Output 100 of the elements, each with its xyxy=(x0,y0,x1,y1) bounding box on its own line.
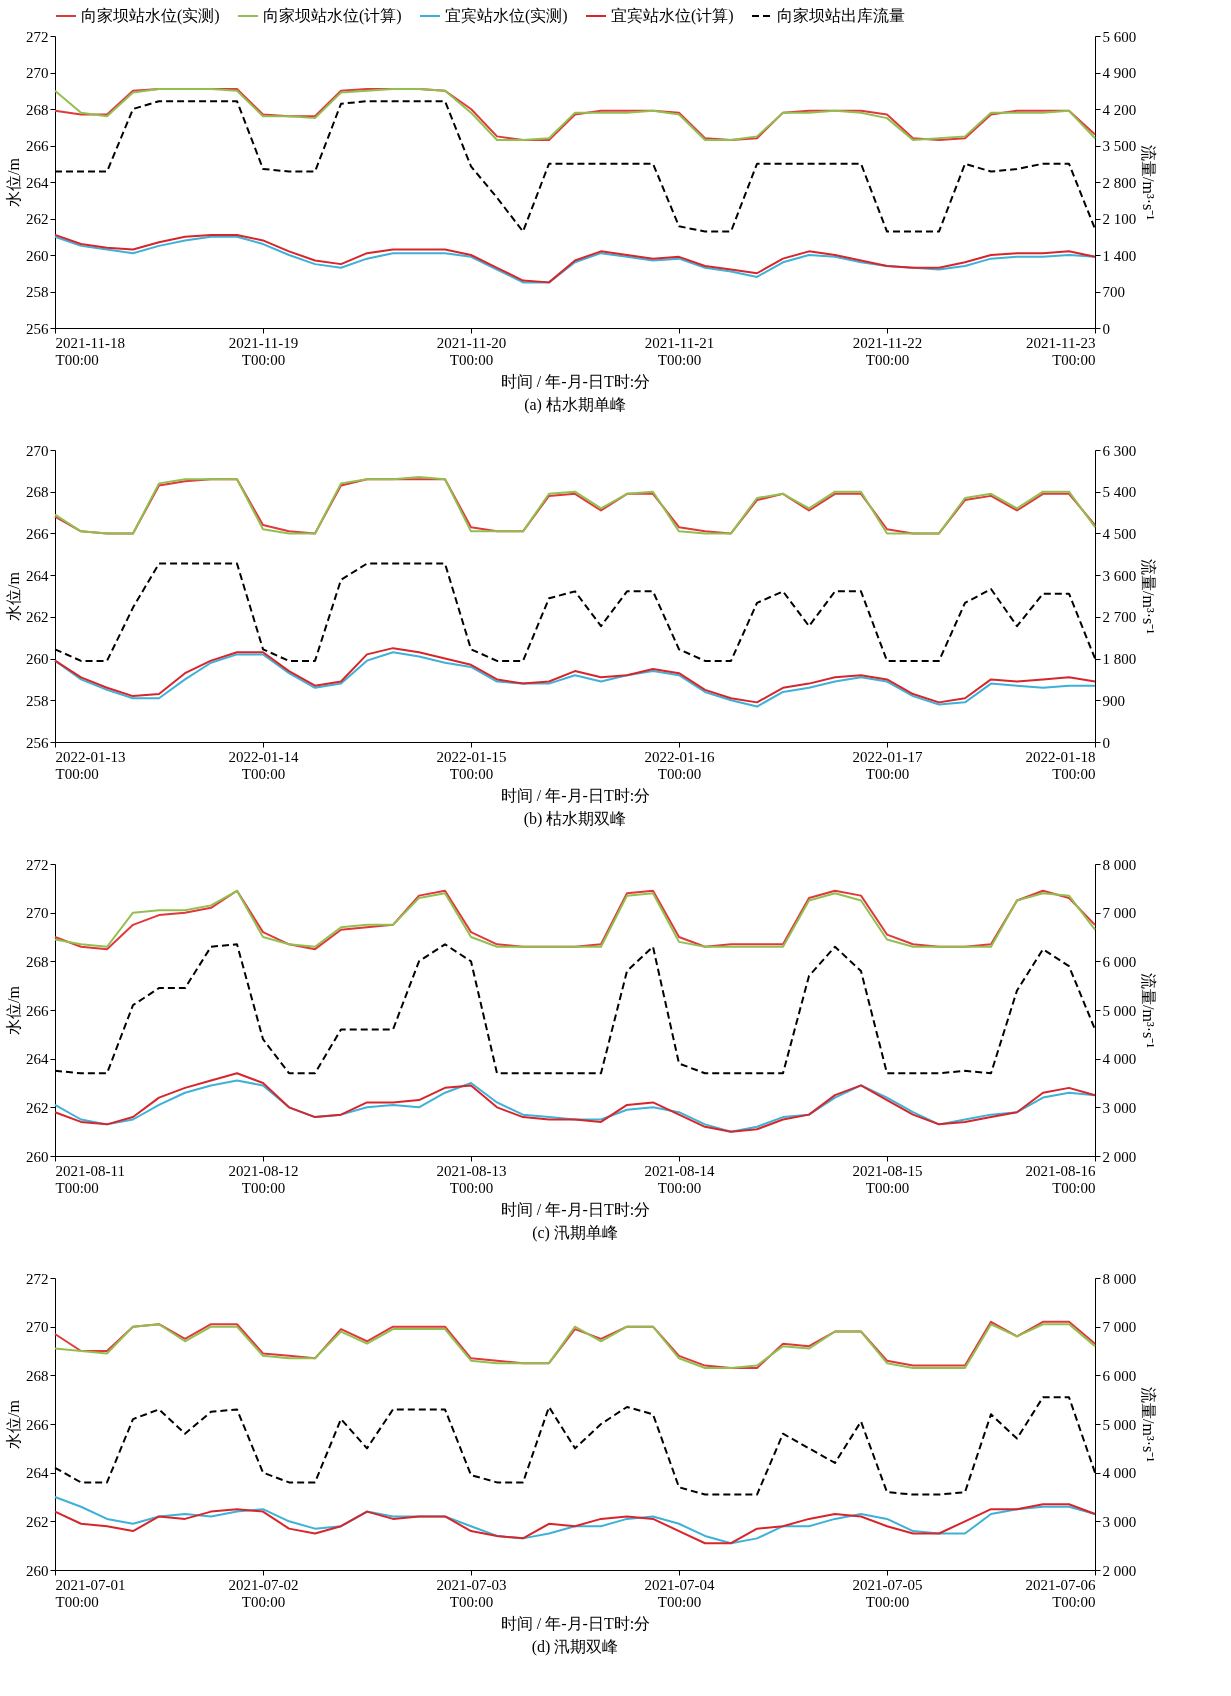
x-tick-label: 2021-11-18 T00:00 xyxy=(55,334,125,368)
y2-tick-label: 4 000 xyxy=(1102,1051,1137,1068)
y2-tick-label: 8 000 xyxy=(1102,1270,1137,1287)
y2-tick-label: 2 100 xyxy=(1102,211,1137,227)
y-tick-label: 264 xyxy=(26,567,49,584)
y2-tick-label: 3 600 xyxy=(1102,567,1137,584)
y2-tick-label: 0 xyxy=(1102,320,1110,337)
y2-tick-label: 5 000 xyxy=(1102,1416,1137,1433)
y2-tick-label: 3 500 xyxy=(1102,138,1137,154)
y-tick-label: 272 xyxy=(26,1270,49,1287)
x-tick-label: 2021-11-19 T00:00 xyxy=(228,334,299,368)
y2-axis-title: 流量/m³·s⁻¹ xyxy=(1140,144,1158,221)
y2-tick-label: 7 000 xyxy=(1102,1319,1137,1336)
legend-label: 宜宾站水位(计算) xyxy=(611,7,734,25)
x-tick-label: 2022-01-15 T00:00 xyxy=(436,748,507,782)
y2-tick-label: 4 200 xyxy=(1102,101,1137,118)
y-tick-label: 270 xyxy=(26,1319,49,1336)
y-tick-label: 268 xyxy=(26,1367,49,1384)
legend-label: 向家坝站水位(计算) xyxy=(263,7,402,25)
text: (d) 汛期双峰 xyxy=(531,1638,619,1656)
text: (b) 枯水期双峰 xyxy=(523,810,627,828)
y-tick-label: 266 xyxy=(26,138,49,154)
x-tick-label: 2021-11-21 T00:00 xyxy=(644,334,715,368)
y-tick-label: 262 xyxy=(26,1099,49,1116)
y-tick-label: 262 xyxy=(26,1513,49,1530)
y-tick-label: 256 xyxy=(26,320,49,337)
x-axis-title: 时间 / 年-月-日T时:分 xyxy=(500,1200,651,1218)
x-tick-label: 2021-08-13 T00:00 xyxy=(436,1162,507,1196)
line-series xyxy=(54,87,1096,142)
x-tick-label: 2021-08-14 T00:00 xyxy=(644,1162,715,1196)
x-tick-label: 2022-01-14 T00:00 xyxy=(228,748,299,782)
y2-tick-label: 1 800 xyxy=(1102,651,1137,668)
y2-tick-label: 0 xyxy=(1102,734,1110,751)
y2-tick-label: 4 000 xyxy=(1102,1465,1137,1482)
legend-label: 宜宾站水位(实测) xyxy=(445,7,568,25)
y-tick-label: 258 xyxy=(26,692,49,709)
y-tick-label: 260 xyxy=(26,1562,49,1579)
y-tick-label: 260 xyxy=(26,1148,49,1165)
x-tick-label: 2021-08-16 T00:00 xyxy=(1025,1162,1096,1196)
x-tick-label: 2022-01-16 T00:00 xyxy=(644,748,715,782)
y-axis-title: 水位/m xyxy=(5,157,22,207)
y-tick-label: 266 xyxy=(26,525,49,542)
y2-axis-title: 流量/m³·s⁻¹ xyxy=(1140,558,1158,635)
y-tick-label: 270 xyxy=(26,65,49,81)
y-tick-label: 272 xyxy=(26,856,49,873)
y2-tick-label: 6 000 xyxy=(1102,1367,1137,1384)
y-tick-label: 266 xyxy=(26,1416,49,1433)
y-tick-label: 264 xyxy=(26,1051,49,1068)
y2-tick-label: 3 000 xyxy=(1102,1513,1137,1530)
y2-tick-label: 700 xyxy=(1102,284,1125,300)
y-tick-label: 266 xyxy=(26,1002,49,1019)
y2-tick-label: 2 000 xyxy=(1102,1148,1137,1165)
y2-tick-label: 6 000 xyxy=(1102,953,1137,970)
y2-tick-label: 2 000 xyxy=(1102,1562,1137,1579)
y-tick-label: 268 xyxy=(26,953,49,970)
x-axis-title: 时间 / 年-月-日T时:分 xyxy=(500,1614,651,1632)
y-axis-title: 水位/m xyxy=(5,571,22,621)
x-axis-title: 时间 / 年-月-日T时:分 xyxy=(500,786,651,804)
x-tick-label: 2021-11-20 T00:00 xyxy=(436,334,507,368)
y2-axis-title: 流量/m³·s⁻¹ xyxy=(1140,1386,1158,1463)
legend-label: 向家坝站出库流量 xyxy=(777,7,905,24)
x-tick-label: 2021-07-02 T00:00 xyxy=(228,1576,299,1610)
y2-tick-label: 5 600 xyxy=(1102,28,1137,45)
x-tick-label: 2021-07-05 T00:00 xyxy=(852,1576,923,1610)
y2-tick-label: 3 000 xyxy=(1102,1099,1137,1116)
y-tick-label: 262 xyxy=(26,211,49,227)
y-tick-label: 260 xyxy=(26,247,49,264)
y2-axis-title: 流量/m³·s⁻¹ xyxy=(1140,972,1158,1049)
y2-tick-label: 900 xyxy=(1102,692,1125,709)
y2-tick-label: 6 300 xyxy=(1102,442,1137,459)
legend-label: 向家坝站水位(实测) xyxy=(81,7,220,25)
x-tick-label: 2021-11-22 T00:00 xyxy=(852,334,923,368)
y-tick-label: 260 xyxy=(26,651,49,668)
y-tick-label: 264 xyxy=(26,1465,49,1482)
y-tick-label: 264 xyxy=(26,174,49,191)
y-tick-label: 270 xyxy=(26,442,49,459)
y2-tick-label: 4 500 xyxy=(1102,525,1137,542)
y-tick-label: 256 xyxy=(26,734,49,751)
y-tick-label: 268 xyxy=(26,484,49,501)
x-tick-label: 2021-08-12 T00:00 xyxy=(228,1162,299,1196)
x-tick-label: 2021-08-15 T00:00 xyxy=(852,1162,923,1196)
text: (a) 枯水期单峰 xyxy=(524,396,626,414)
y2-tick-label: 7 000 xyxy=(1102,905,1137,922)
y-tick-label: 258 xyxy=(26,284,49,300)
x-tick-label: 2021-08-11 T00:00 xyxy=(55,1162,125,1196)
y2-tick-label: 1 400 xyxy=(1102,247,1137,264)
x-tick-label: 2021-07-06 T00:00 xyxy=(1025,1576,1096,1610)
y-tick-label: 270 xyxy=(26,905,49,922)
x-tick-label: 2021-07-01 T00:00 xyxy=(55,1576,126,1610)
x-tick-label: 2021-11-23 T00:00 xyxy=(1026,334,1096,368)
y2-tick-label: 5 400 xyxy=(1102,484,1137,501)
y2-tick-label: 8 000 xyxy=(1102,856,1137,873)
x-tick-label: 2022-01-13 T00:00 xyxy=(55,748,126,782)
text: (c) 汛期单峰 xyxy=(532,1224,618,1242)
y-tick-label: 272 xyxy=(26,28,49,45)
y-tick-label: 268 xyxy=(26,101,49,118)
x-tick-label: 2021-07-04 T00:00 xyxy=(644,1576,715,1610)
y2-tick-label: 2 700 xyxy=(1102,609,1137,626)
y-axis-title: 水位/m xyxy=(5,1399,22,1449)
x-axis-title: 时间 / 年-月-日T时:分 xyxy=(500,372,651,390)
